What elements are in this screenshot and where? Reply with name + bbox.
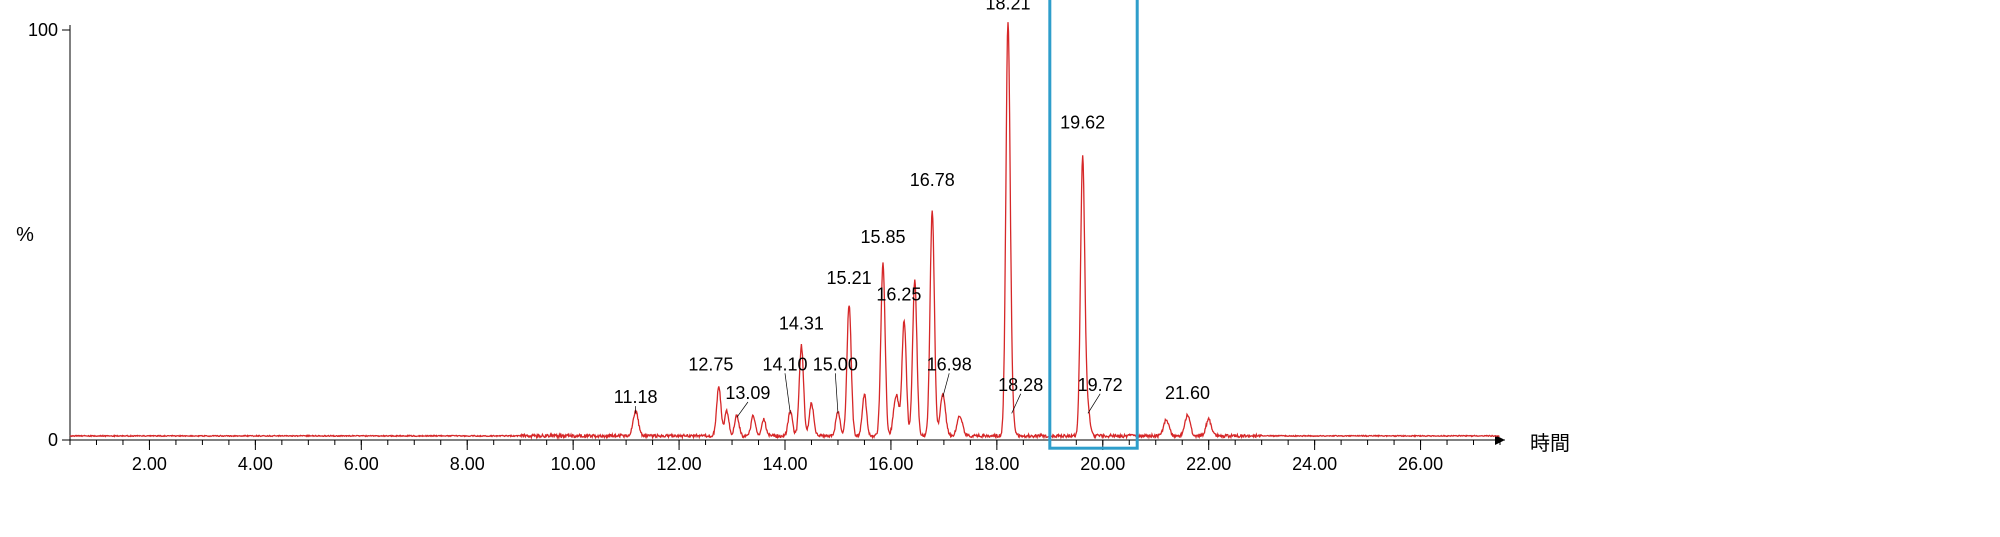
chromatogram-chart: 0 100% 2.00 4.00 6.00 8.00 10.00 12.00 14.00 16.0… [0,0,2000,537]
y-axis-label: % [16,224,34,246]
peak-label: 14.10 [762,354,807,374]
x-tick-label: 2.00 [132,454,167,474]
x-tick-label: 14.00 [762,454,807,474]
peak-label: 16.78 [910,170,955,190]
x-tick-label: 26.00 [1398,454,1443,474]
peak-label: 11.18 [614,387,658,407]
peak-label: 16.98 [927,354,972,374]
x-tick-label: 16.00 [868,454,913,474]
chart-svg: 0 100% 2.00 4.00 6.00 8.00 10.00 12.00 14.00 16.0… [0,0,2000,537]
x-tick-label: 10.00 [551,454,596,474]
x-axis-label: 時間 [1530,432,1570,455]
x-tick-label: 8.00 [450,454,485,474]
x-tick-label: 22.00 [1186,454,1231,474]
peak-label: 19.72 [1078,375,1123,395]
peak-label: 15.00 [813,354,858,374]
x-tick-label: 12.00 [657,454,702,474]
peak-label: 19.62 [1060,112,1105,132]
peak-label: 16.25 [876,285,921,305]
peak-label: 18.28 [998,375,1043,395]
x-tick-label: 6.00 [344,454,379,474]
peak-label: 15.21 [827,268,872,288]
peak-leader [1088,394,1100,414]
peak-leader [943,373,949,397]
x-tick-label: 18.00 [974,454,1019,474]
chromatogram-trace [70,22,1500,437]
x-tick-label: 24.00 [1292,454,1337,474]
peak-label: 12.75 [688,354,733,374]
y-tick-label: 100 [28,20,58,40]
x-tick-label: 20.00 [1080,454,1125,474]
peak-leader [785,373,790,413]
peak-leader [835,373,838,413]
peak-label: 18.21 [985,0,1030,14]
x-tick-label: 4.00 [238,454,273,474]
peak-leader [737,402,748,417]
peak-label: 13.09 [725,383,770,403]
peak-label: 15.85 [860,227,905,247]
peak-label: 21.60 [1165,383,1210,403]
peak-label: 14.31 [779,313,824,333]
y-tick-label: 0 [48,430,58,450]
